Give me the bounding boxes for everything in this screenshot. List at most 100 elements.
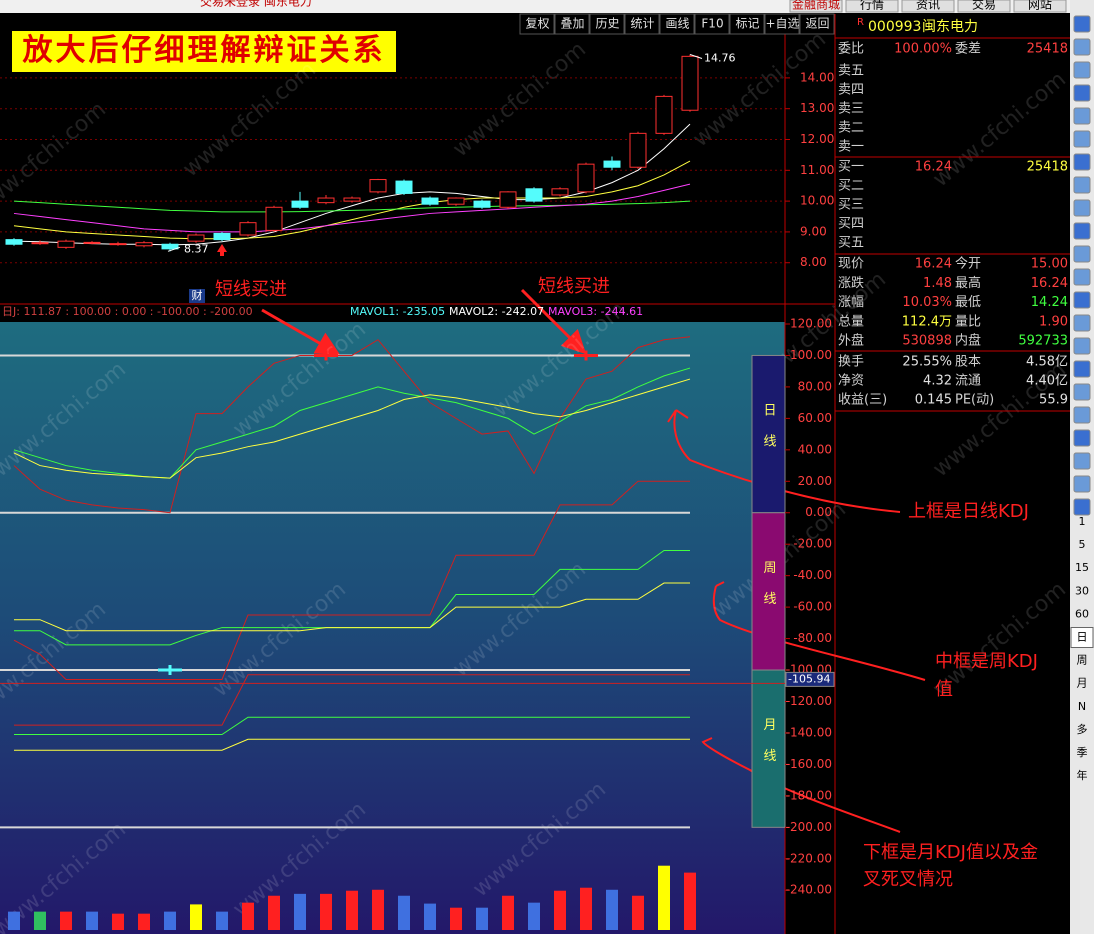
volume-bar	[216, 911, 228, 930]
volume-bar	[60, 911, 72, 930]
toolbar-button[interactable]	[659, 13, 695, 35]
tool-icon[interactable]	[1073, 222, 1091, 240]
period-button[interactable]: 5	[1079, 538, 1086, 551]
period-button[interactable]: 30	[1075, 584, 1089, 597]
candle-body	[57, 240, 75, 248]
toolbar-button[interactable]	[764, 13, 800, 35]
period-button[interactable]: 周	[1077, 654, 1088, 667]
y-tick-label: -160.00	[786, 757, 832, 771]
tool-icon[interactable]	[1073, 176, 1091, 194]
field-value: 14.24	[1031, 295, 1068, 310]
field-label: 买三	[838, 198, 864, 213]
field-label: 净资	[838, 374, 864, 389]
tool-icon[interactable]	[1073, 429, 1091, 447]
candle-body	[213, 232, 231, 241]
tool-icon[interactable]	[1073, 61, 1091, 79]
toolbar-button[interactable]	[519, 13, 555, 35]
tool-icon[interactable]	[1073, 84, 1091, 102]
finance-marker: 财	[192, 288, 203, 302]
tool-icon[interactable]	[1073, 38, 1091, 56]
field-label: 涨跌	[838, 275, 864, 291]
tool-icon[interactable]	[1073, 452, 1091, 470]
period-button[interactable]: 年	[1077, 768, 1088, 782]
tool-icon[interactable]	[1073, 245, 1091, 263]
kdj-line	[13, 480, 690, 680]
frame-box	[751, 512, 786, 671]
menu-button[interactable]	[845, 0, 899, 13]
period-button[interactable]: 1	[1079, 515, 1086, 528]
field-value: 592733	[1018, 334, 1068, 349]
volume-bar	[476, 907, 488, 930]
candle-body	[83, 241, 101, 244]
toolbar-label: 复权	[525, 17, 549, 31]
tool-icon[interactable]	[1073, 498, 1091, 516]
y-tick-label: 0.00	[805, 505, 832, 519]
y-tick-label: 9.00	[800, 224, 827, 238]
tool-icon[interactable]	[1073, 360, 1091, 378]
tool-icon[interactable]	[1073, 291, 1091, 309]
y-tick-label: -180.00	[786, 788, 832, 802]
frame-box	[751, 669, 786, 828]
y-tick-label: -40.00	[793, 568, 832, 582]
tool-icon[interactable]	[1073, 15, 1091, 33]
toolbar-button[interactable]	[694, 13, 730, 35]
menu-label: 网站	[1028, 0, 1052, 12]
mavol-label: MAVOL1: -235.05	[350, 305, 445, 318]
candle-body	[317, 197, 335, 204]
period-button[interactable]: 月	[1077, 677, 1088, 690]
menu-button[interactable]	[901, 0, 955, 13]
volume-bar	[424, 903, 436, 930]
candle-body	[447, 197, 465, 205]
toolbar-button[interactable]	[799, 13, 835, 35]
tool-icon[interactable]	[1073, 268, 1091, 286]
low-marker-label: 8.37	[184, 242, 209, 255]
period-button[interactable]: 15	[1075, 561, 1089, 574]
tool-icon[interactable]	[1073, 130, 1091, 148]
tool-icon[interactable]	[1073, 107, 1091, 125]
toolbar-button[interactable]	[624, 13, 660, 35]
candle-body	[109, 243, 127, 246]
field-label: 今开	[955, 256, 981, 272]
tool-icon[interactable]	[1073, 199, 1091, 217]
tool-icon[interactable]	[1073, 153, 1091, 171]
toolbar-label: +自选	[765, 17, 799, 31]
candle-body	[655, 95, 673, 134]
moving-average	[13, 160, 691, 240]
field-value: 4.58亿	[1026, 355, 1068, 370]
period-button[interactable]: 日	[1077, 631, 1088, 644]
tool-icon[interactable]	[1073, 383, 1091, 401]
tool-icon[interactable]	[1073, 337, 1091, 355]
field-label: 收益(三)	[838, 393, 887, 408]
candle-body	[5, 239, 23, 245]
tool-icon[interactable]	[1073, 475, 1091, 493]
volume-bar	[8, 911, 20, 930]
field-value: 4.32	[923, 374, 952, 389]
menu-button[interactable]	[1013, 0, 1067, 13]
y-tick-label: 14.00	[800, 70, 834, 84]
candle-body	[473, 200, 491, 208]
annotation: 短线买进	[538, 276, 610, 297]
signal-marker	[158, 665, 182, 676]
menu-button[interactable]	[957, 0, 1011, 13]
field-value: 16.24	[1031, 276, 1068, 291]
y-tick-label: 80.00	[798, 379, 832, 393]
volume-bar	[554, 890, 566, 930]
y-tick-label: -120.00	[786, 694, 832, 708]
period-button[interactable]: 季	[1077, 746, 1088, 759]
field-label: 卖四	[838, 83, 864, 98]
toolbar-button[interactable]	[554, 13, 590, 35]
candle-body	[369, 179, 387, 193]
menu-button[interactable]	[789, 0, 843, 13]
tool-icon[interactable]	[1073, 406, 1091, 424]
toolbar-button[interactable]	[589, 13, 625, 35]
menu-label: 交易	[972, 0, 996, 12]
tool-icon[interactable]	[1073, 314, 1091, 332]
period-button[interactable]: 60	[1075, 607, 1089, 620]
period-button[interactable]: N	[1078, 700, 1086, 713]
menu-label: 金融商城	[792, 0, 840, 12]
toolbar-button[interactable]	[729, 13, 765, 35]
period-button[interactable]: 多	[1077, 722, 1088, 736]
y-tick-label: -20.00	[793, 537, 832, 551]
y-tick-label: -80.00	[793, 631, 832, 645]
